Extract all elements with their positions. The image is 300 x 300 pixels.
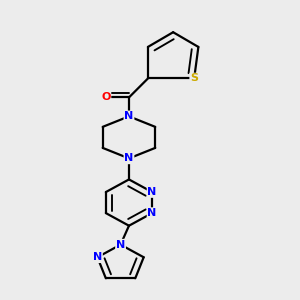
Text: N: N <box>116 240 125 250</box>
Text: N: N <box>124 111 134 121</box>
Text: O: O <box>101 92 110 102</box>
Text: N: N <box>124 153 134 164</box>
Text: N: N <box>148 208 157 218</box>
Text: N: N <box>93 252 102 262</box>
Text: S: S <box>190 74 198 83</box>
Text: N: N <box>148 187 157 197</box>
